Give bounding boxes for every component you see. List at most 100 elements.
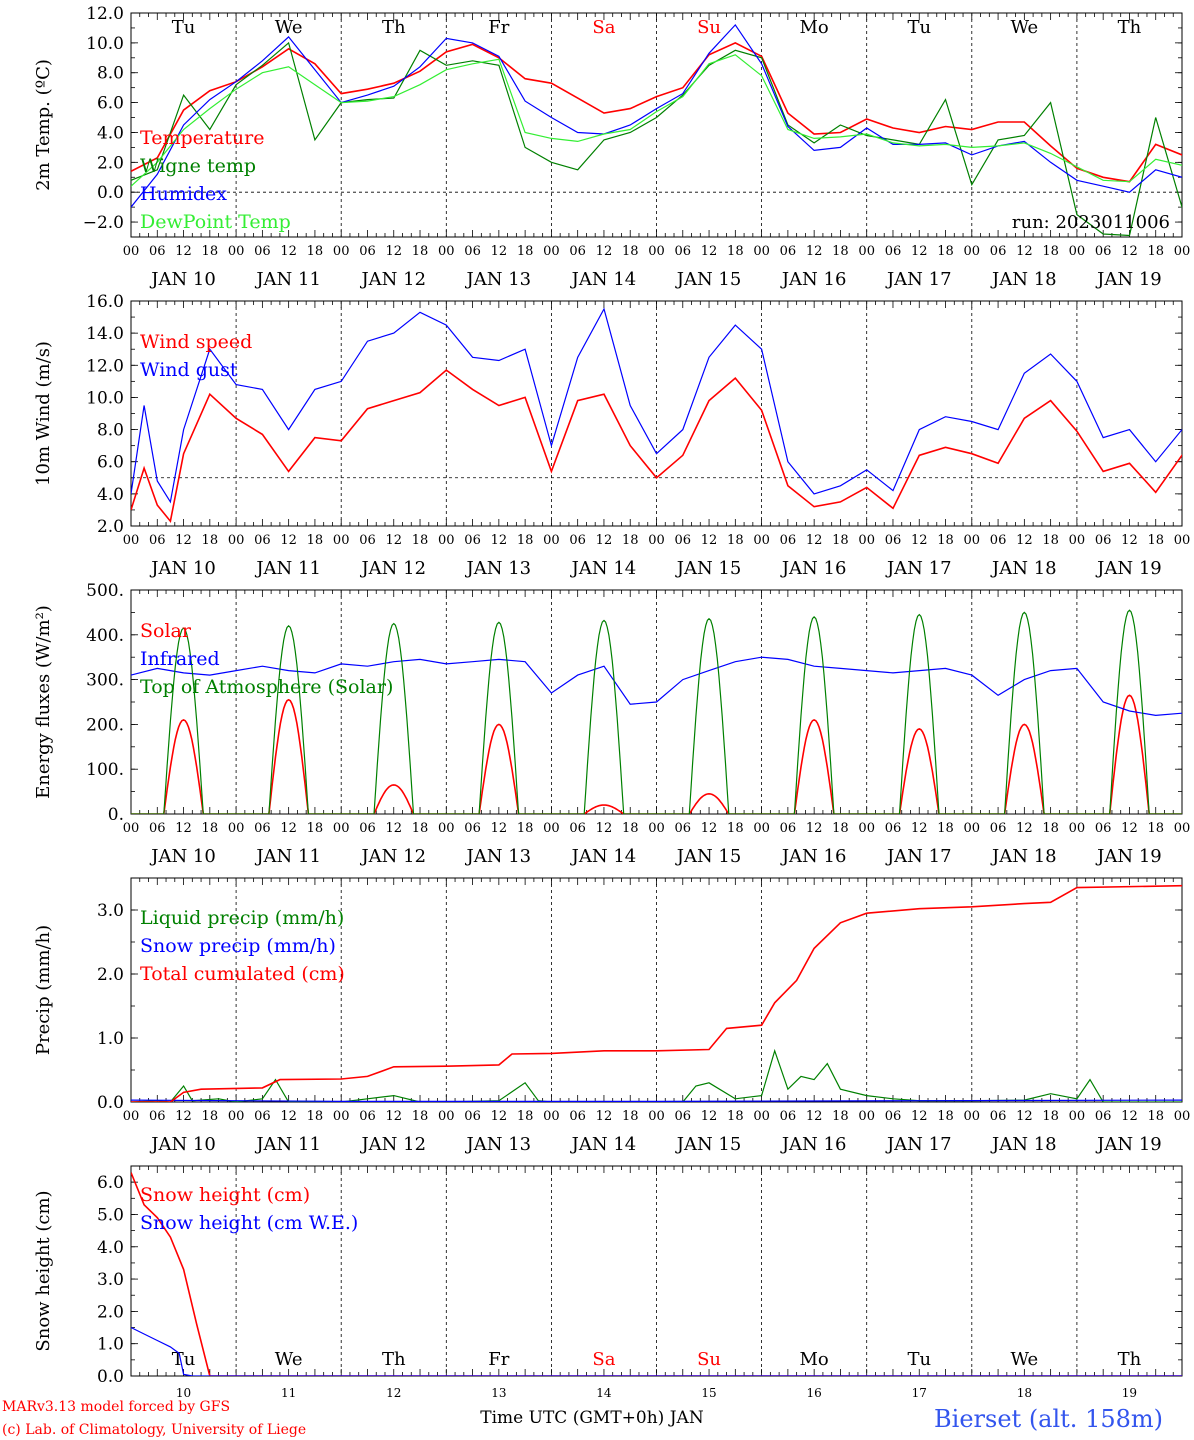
day-name-label: We <box>1011 1349 1039 1370</box>
hour-tick-label: 00 <box>964 244 981 259</box>
hour-tick-label: 18 <box>1042 244 1059 259</box>
hour-tick-label: 06 <box>1095 821 1112 836</box>
hour-tick-label: 12 <box>175 244 192 259</box>
hour-tick-label: 18 <box>202 821 219 836</box>
hour-tick-label: 00 <box>648 244 665 259</box>
hour-tick-label: 18 <box>412 533 429 548</box>
date-label: JAN 14 <box>570 269 637 290</box>
hour-tick-label: 12 <box>1121 821 1138 836</box>
hour-tick-label: 18 <box>517 244 534 259</box>
y-tick-label: 10.0 <box>86 34 124 54</box>
hour-tick-label: 18 <box>832 1109 849 1124</box>
hour-tick-label: 12 <box>280 1109 297 1124</box>
hour-tick-label: 12 <box>175 821 192 836</box>
hour-tick-label: 00 <box>964 1109 981 1124</box>
hour-tick-label: 12 <box>701 244 718 259</box>
hour-tick-label: 06 <box>569 244 586 259</box>
legend-entry: Snow height (cm W.E.) <box>140 1212 358 1234</box>
series-group <box>131 884 1182 1102</box>
date-label: JAN 14 <box>570 1134 637 1155</box>
hour-tick-label: 06 <box>149 821 166 836</box>
date-label: JAN 18 <box>990 269 1057 290</box>
hour-tick-label: 18 <box>307 533 324 548</box>
hour-tick-label: 12 <box>175 1109 192 1124</box>
hour-tick-label: 12 <box>1121 244 1138 259</box>
hour-tick-label: 00 <box>964 821 981 836</box>
y-tick-label: 8.0 <box>97 64 124 84</box>
y-tick-label: 3.0 <box>97 901 124 921</box>
hour-tick-label: 12 <box>1016 244 1033 259</box>
day-number-label: 12 <box>386 1386 401 1400</box>
y-tick-label: 400. <box>86 626 124 646</box>
hour-tick-label: 12 <box>701 821 718 836</box>
run-label: run: 2023011006 <box>1012 212 1170 233</box>
y-axis-label: Snow height (cm) <box>33 1190 54 1351</box>
hour-tick-label: 12 <box>1121 1109 1138 1124</box>
date-label: JAN 10 <box>149 1134 216 1155</box>
y-tick-label: 12.0 <box>86 356 124 376</box>
day-number-label: 17 <box>912 1386 927 1400</box>
day-name-label: Th <box>1118 17 1142 38</box>
hour-tick-label: 00 <box>1069 1109 1086 1124</box>
hour-tick-label: 00 <box>333 533 350 548</box>
y-tick-label: 500. <box>86 581 124 601</box>
hour-tick-label: 12 <box>175 533 192 548</box>
day-name-label: Sa <box>592 1349 615 1370</box>
date-label: JAN 14 <box>570 846 637 867</box>
hour-tick-label: 12 <box>806 1109 823 1124</box>
series-group <box>131 1172 1182 1376</box>
date-label: JAN 10 <box>149 269 216 290</box>
date-label: JAN 14 <box>570 558 637 579</box>
hour-tick-label: 06 <box>675 821 692 836</box>
legend-entry: Total cumulated (cm) <box>140 963 345 985</box>
y-tick-label: 3.0 <box>97 1270 124 1290</box>
hour-tick-label: 12 <box>385 821 402 836</box>
hour-tick-label: 06 <box>885 1109 902 1124</box>
hour-tick-label: 12 <box>491 533 508 548</box>
date-label: JAN 17 <box>885 558 952 579</box>
hour-tick-label: 12 <box>1016 533 1033 548</box>
hour-tick-label: 00 <box>333 821 350 836</box>
hour-tick-label: 06 <box>990 533 1007 548</box>
hour-tick-label: 12 <box>385 1109 402 1124</box>
hour-tick-label: 06 <box>1095 244 1112 259</box>
y-tick-label: 6.0 <box>97 94 124 114</box>
y-axis-label: Precip (mm/h) <box>33 925 54 1055</box>
hour-tick-label: 06 <box>990 821 1007 836</box>
legend-entry: Snow precip (mm/h) <box>140 935 336 957</box>
hour-tick-label: 12 <box>280 533 297 548</box>
panel-3: 500. 400. 300. 200. 100. 0. Energy fluxes (W/m… <box>33 581 1190 867</box>
hour-tick-label: 06 <box>780 244 797 259</box>
legend-entry: Top of Atmosphere (Solar) <box>140 676 393 698</box>
hour-tick-label: 18 <box>1042 1109 1059 1124</box>
day-name-label: Mo <box>800 1349 829 1370</box>
y-tick-label: 0.0 <box>97 1367 124 1387</box>
y-axis-label: Energy fluxes (W/m²) <box>33 605 54 799</box>
hour-tick-label: 18 <box>1042 533 1059 548</box>
hour-tick-label: 18 <box>937 1109 954 1124</box>
y-axis-label: 2m Temp. (ºC) <box>33 59 54 191</box>
hour-tick-label: 18 <box>832 533 849 548</box>
hour-tick-label: 06 <box>254 1109 271 1124</box>
hour-tick-label: 18 <box>202 1109 219 1124</box>
panel-frame <box>130 300 1183 527</box>
y-tick-label: 8.0 <box>97 421 124 441</box>
hour-tick-label: 00 <box>228 1109 245 1124</box>
y-tick-label: 0.0 <box>97 183 124 203</box>
date-label: JAN 15 <box>675 269 742 290</box>
day-number-label: 10 <box>176 1386 191 1400</box>
hour-tick-label: 00 <box>543 821 560 836</box>
hour-tick-label: 06 <box>569 533 586 548</box>
hour-tick-label: 00 <box>543 1109 560 1124</box>
hour-tick-label: 06 <box>254 244 271 259</box>
day-name-label: Mo <box>800 17 829 38</box>
hour-tick-label: 18 <box>622 821 639 836</box>
hour-tick-label: 12 <box>701 1109 718 1124</box>
series-line-wind-gust <box>131 307 1182 504</box>
hour-tick-label: 12 <box>385 244 402 259</box>
date-label: JAN 13 <box>465 1134 532 1155</box>
legend-entry: Humidex <box>140 183 227 205</box>
y-tick-label: 2.0 <box>97 965 124 985</box>
y-tick-label: 0. <box>108 805 124 825</box>
